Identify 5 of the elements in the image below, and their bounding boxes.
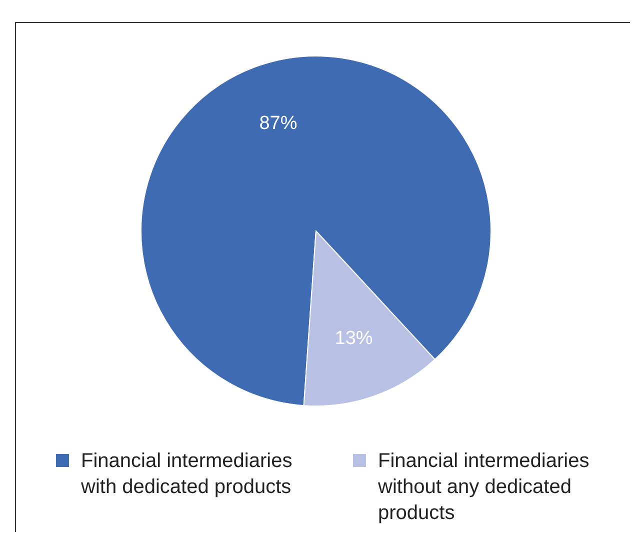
data-label: 87% [259, 113, 298, 134]
legend-label: Financial intermediaries with dedicated products [81, 449, 294, 500]
legend-label: Financial intermediaries without any dedicated products [378, 449, 590, 526]
data-label: 13% [334, 328, 373, 349]
pie-slice [140, 56, 492, 406]
